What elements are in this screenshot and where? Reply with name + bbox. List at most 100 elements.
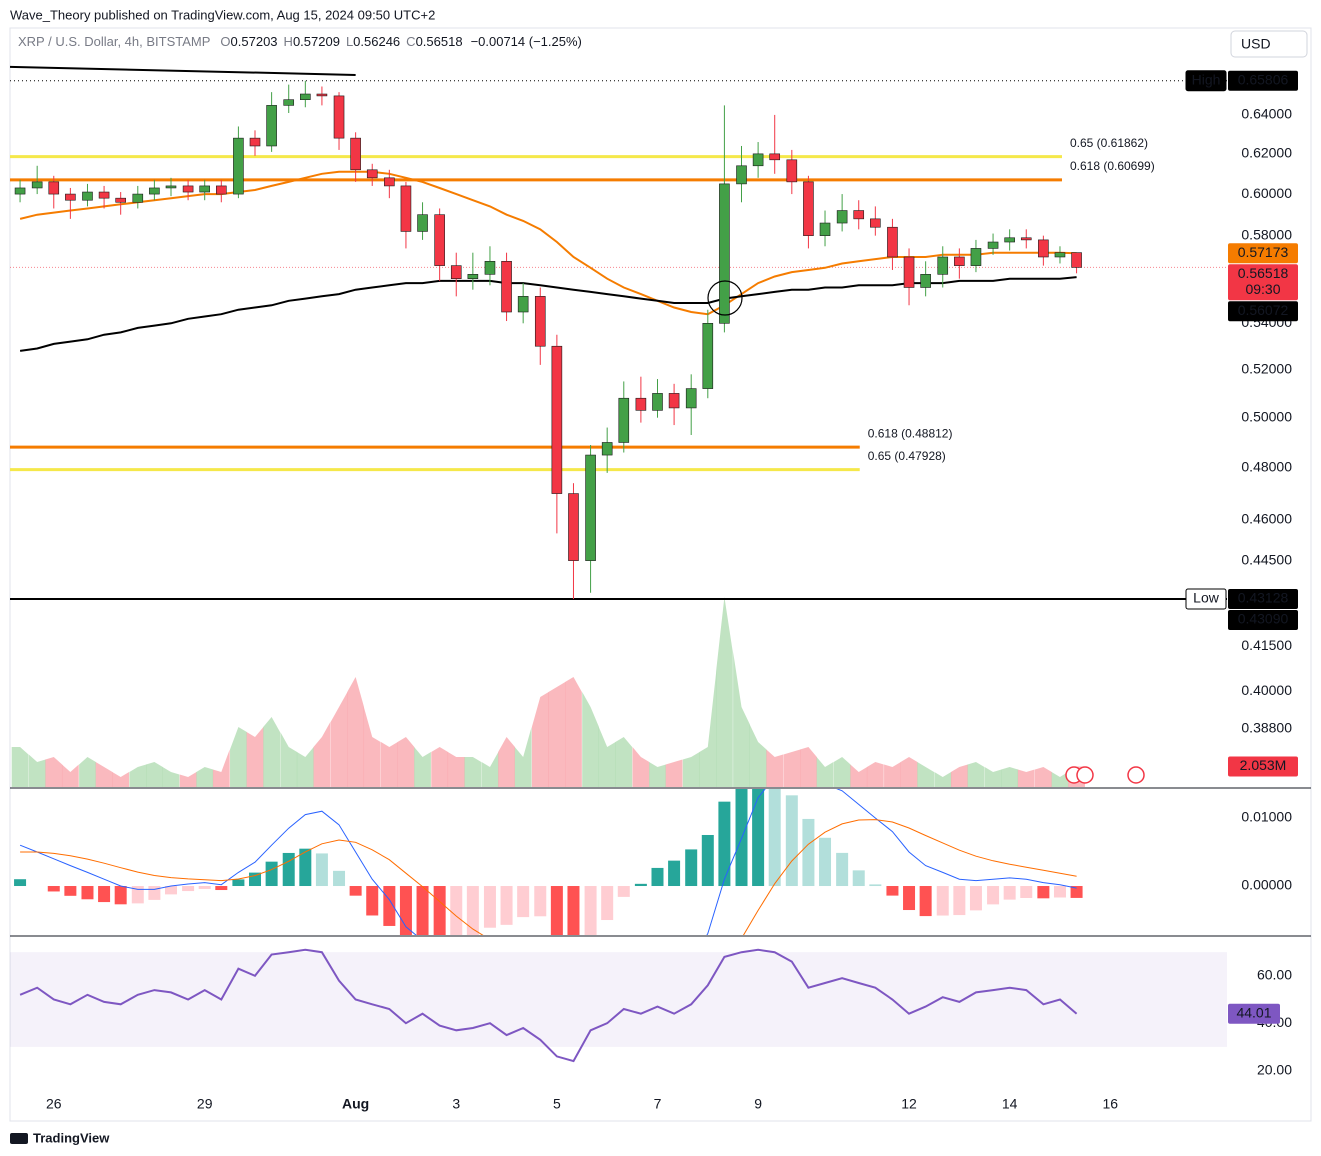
- price-label: 0.57173: [1238, 244, 1289, 260]
- macd-histogram-bar: [701, 834, 714, 887]
- event-icon[interactable]: [1127, 766, 1145, 784]
- volume-area: [967, 762, 985, 787]
- volume-area: [481, 752, 499, 787]
- currency-button[interactable]: [1230, 30, 1308, 58]
- volume-area: [950, 764, 968, 787]
- volume-area: [884, 762, 901, 787]
- candle-body: [585, 454, 596, 561]
- candle-body: [803, 181, 814, 236]
- macd-histogram-bar: [232, 879, 245, 887]
- volume-area: [917, 762, 935, 787]
- volume-area: [11, 747, 29, 787]
- candle-body: [149, 187, 160, 195]
- candle-body: [702, 322, 714, 389]
- rsi-pane: [10, 948, 1227, 1063]
- volume-area: [179, 772, 197, 787]
- volume-area: [45, 757, 63, 787]
- moving-average: [19, 276, 1077, 352]
- volume-area: [850, 764, 868, 787]
- volume-area: [649, 762, 666, 787]
- macd-histogram-bar: [601, 886, 614, 921]
- volume-area: [866, 762, 884, 787]
- volume-area: [95, 762, 113, 787]
- close-key: C: [406, 34, 415, 49]
- macd-histogram-bar: [215, 886, 228, 891]
- candle-body: [501, 260, 512, 313]
- candle-body: [920, 274, 931, 288]
- volume-area: [129, 764, 147, 787]
- trendline: [10, 65, 356, 76]
- x-tick-label: 5: [553, 1096, 561, 1112]
- candle-body: [31, 181, 43, 189]
- signal-line: [20, 819, 1077, 935]
- volume-area: [984, 767, 1002, 787]
- legend: XRP / U.S. Dollar, 4h, BITSTAMP O0.57203 H…: [18, 34, 582, 49]
- volume-area: [146, 762, 163, 787]
- volume-area: [313, 722, 331, 787]
- macd-histogram-bar: [483, 886, 496, 928]
- price-label: 0.65806: [1238, 71, 1289, 87]
- currency[interactable]: USD: [1241, 36, 1271, 52]
- candle-body: [887, 226, 898, 258]
- candle-body: [736, 165, 747, 185]
- macd-histogram-bar: [131, 886, 144, 904]
- x-tick-label: 26: [46, 1096, 62, 1112]
- y-tick-label: 20.00: [1257, 1061, 1292, 1077]
- candle-body: [534, 296, 546, 347]
- candle-body: [182, 185, 194, 193]
- volume-area: [531, 692, 549, 787]
- y-tick-label: 0.41500: [1241, 637, 1292, 653]
- x-tick-label: 29: [197, 1096, 213, 1112]
- macd-histogram-bar: [416, 886, 429, 935]
- volume-area: [414, 747, 431, 787]
- macd-histogram-bar: [651, 867, 664, 887]
- volume-area: [212, 749, 230, 787]
- macd-histogram-bar: [802, 818, 815, 887]
- price-label-box: [1228, 70, 1298, 91]
- macd-histogram-bar: [617, 886, 630, 897]
- candle-body: [266, 105, 277, 147]
- volume-area: [363, 707, 381, 787]
- macd-line: [19, 789, 1077, 935]
- volume-area: [230, 727, 247, 787]
- y-tick-label: 0.40000: [1241, 682, 1292, 698]
- x-tick-label: 9: [754, 1096, 762, 1112]
- candle-body: [954, 256, 965, 266]
- moving-average: [19, 170, 1077, 316]
- macd-histogram-bar: [333, 870, 346, 887]
- price-tag: Low: [1193, 590, 1220, 606]
- volume-area: [565, 677, 582, 787]
- price-tag-box: [1185, 588, 1227, 610]
- volume-area: [28, 754, 46, 787]
- rsi-line: [19, 948, 1078, 1063]
- event-icon[interactable]: [1076, 766, 1094, 784]
- low-value: 0.56246: [353, 34, 400, 49]
- price-tag: High: [1192, 71, 1221, 87]
- change: −0.00714 (−1.25%): [471, 34, 582, 49]
- candle-body: [551, 345, 563, 494]
- macd-histogram-bar: [1053, 886, 1066, 898]
- x-tick-label: 12: [901, 1096, 917, 1112]
- volume-area: [699, 672, 717, 787]
- symbol: XRP / U.S. Dollar, 4h, BITSTAMP: [18, 34, 210, 49]
- macd-histogram-bar: [785, 795, 798, 887]
- candle-body: [618, 397, 630, 443]
- price-label-box: [1228, 301, 1298, 322]
- volume-area: [347, 677, 365, 787]
- macd-histogram-bar: [315, 853, 328, 887]
- macd-histogram-bar: [1020, 886, 1033, 898]
- macd-histogram-bar: [819, 837, 832, 887]
- macd-histogram-bar: [114, 886, 127, 905]
- volume-label-box: [1228, 756, 1298, 777]
- volume-area: [61, 764, 79, 787]
- candle-body: [1004, 237, 1015, 243]
- macd-histogram-bar: [299, 848, 312, 887]
- price-label: 0.56518: [1238, 265, 1289, 281]
- price-label-box: [1228, 243, 1298, 264]
- price-label: 0.43090: [1238, 611, 1289, 627]
- macd-histogram-bar: [567, 886, 580, 935]
- price-label-box: [1228, 610, 1298, 631]
- x-tick-label: 7: [654, 1096, 662, 1112]
- candle-body: [450, 265, 462, 279]
- volume-area: [112, 772, 130, 787]
